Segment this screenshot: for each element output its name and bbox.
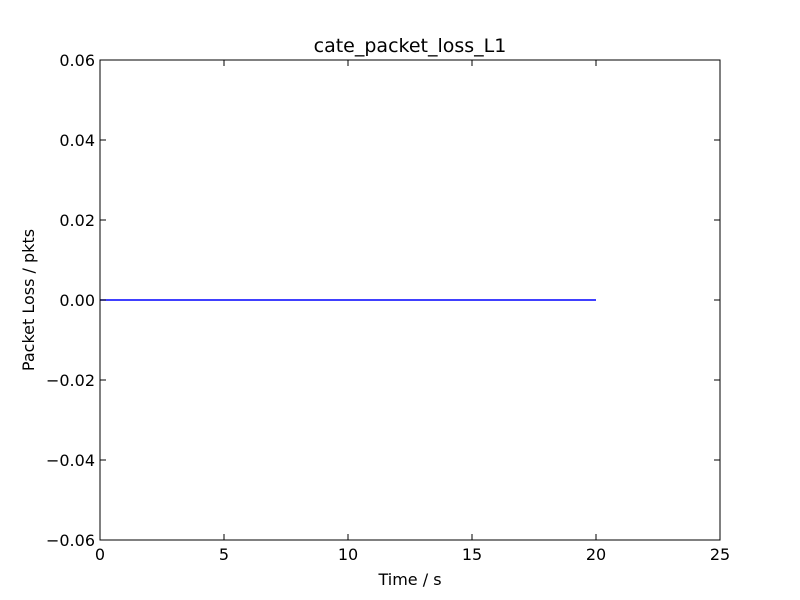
- y-tick-label: −0.02: [46, 371, 95, 390]
- x-tick-labels: 0 5 10 15 20 25: [95, 545, 730, 564]
- y-tick-label: 0.06: [59, 51, 95, 70]
- x-tick-label: 0: [95, 545, 105, 564]
- plot-frame: [99, 59, 721, 541]
- y-tick-label: 0.02: [59, 211, 95, 230]
- y-axis-label: Packet Loss / pkts: [19, 229, 38, 371]
- y-tick-label: 0.04: [59, 131, 95, 150]
- y-tick-label: −0.04: [46, 451, 95, 470]
- y-tick-label: 0.00: [59, 291, 95, 310]
- x-tick-label: 10: [338, 545, 358, 564]
- x-tick-label: 5: [219, 545, 229, 564]
- x-tick-label: 25: [710, 545, 730, 564]
- x-tick-label: 15: [462, 545, 482, 564]
- y-tick-labels: −0.06 −0.04 −0.02 0.00 0.02 0.04 0.06: [46, 51, 95, 550]
- x-tick-label: 20: [586, 545, 606, 564]
- chart-title: cate_packet_loss_L1: [314, 35, 507, 57]
- x-axis-label: Time / s: [377, 570, 441, 589]
- y-tick-label: −0.06: [46, 531, 95, 550]
